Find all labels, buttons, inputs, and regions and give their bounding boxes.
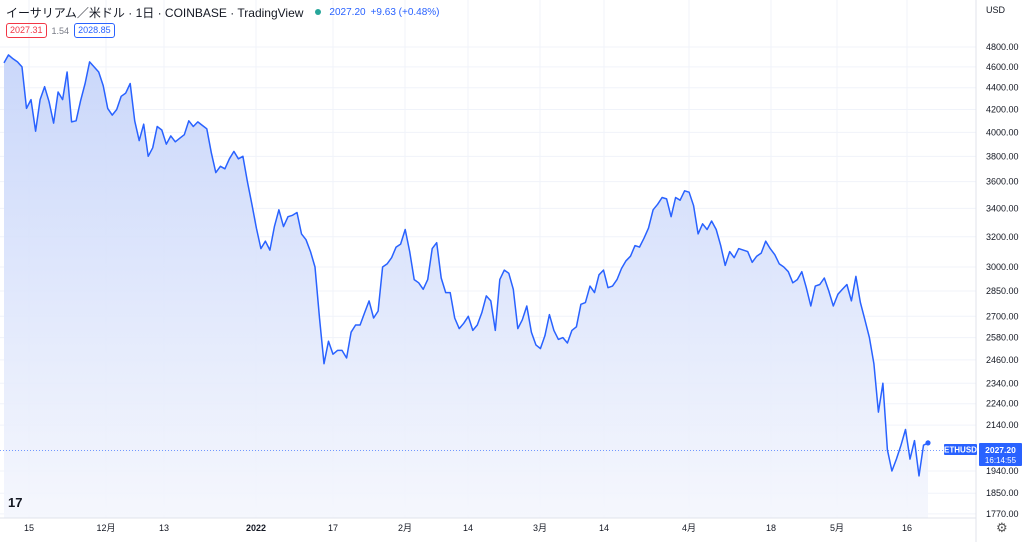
- y-tick-label: 2460.00: [986, 355, 1019, 365]
- y-tick-label: 4400.00: [986, 83, 1019, 93]
- y-tick-label: 3200.00: [986, 232, 1019, 242]
- symbol-header[interactable]: イーサリアム／米ドル · 1日 · COINBASE · TradingView…: [6, 4, 440, 20]
- y-tick-label: 4600.00: [986, 62, 1019, 72]
- x-tick-label: 15: [24, 523, 34, 533]
- y-tick-label: 3600.00: [986, 177, 1019, 187]
- x-tick-label: 2022: [246, 523, 266, 533]
- y-tick-label: 4200.00: [986, 104, 1019, 114]
- symbol-tag: ETHUSD: [944, 444, 977, 455]
- x-tick-label: 2月: [398, 523, 412, 533]
- y-tick-label: 1850.00: [986, 488, 1019, 498]
- price-line: [3, 54, 929, 477]
- price-change: +9.63 (+0.48%): [370, 6, 440, 18]
- y-tick-label: 4000.00: [986, 127, 1019, 137]
- y-tick-label: 2580.00: [986, 333, 1019, 343]
- tradingview-logo-icon[interactable]: 17: [8, 495, 23, 510]
- y-tick-label: 3000.00: [986, 262, 1019, 272]
- x-tick-label: 14: [599, 523, 609, 533]
- x-tick-label: 5月: [830, 523, 844, 533]
- price-area-fill: [4, 54, 928, 519]
- market-status-icon: [315, 9, 322, 15]
- svg-text:16:14:55: 16:14:55: [985, 456, 1017, 465]
- x-tick-label: 3月: [533, 523, 547, 533]
- spread-value: 1.54: [51, 25, 70, 36]
- y-tick-label: 1940.00: [986, 466, 1019, 476]
- y-tick-label: 3800.00: [986, 151, 1019, 161]
- y-tick-label: 2140.00: [986, 420, 1019, 430]
- currency-label: USD: [986, 5, 1006, 15]
- y-tick-label: 2850.00: [986, 286, 1019, 296]
- sell-button[interactable]: 2027.31: [6, 23, 47, 38]
- y-axis-tick-labels[interactable]: 4800.00 4600.00 4400.00 4200.00 4000.00 3800.…: [986, 42, 1019, 519]
- x-tick-label: 13: [159, 523, 169, 533]
- x-tick-label: 16: [902, 523, 912, 533]
- y-tick-label: 3400.00: [986, 203, 1019, 213]
- x-tick-label: 17: [328, 523, 338, 533]
- y-tick-label: 1770.00: [986, 509, 1019, 519]
- symbol-title[interactable]: イーサリアム／米ドル · 1日 · COINBASE · TradingView: [6, 5, 304, 20]
- y-tick-label: 2340.00: [986, 378, 1019, 388]
- price-tag: 2027.20 16:14:55: [979, 443, 1022, 466]
- y-tick-label: 4800.00: [986, 42, 1019, 52]
- x-tick-label: 4月: [682, 523, 696, 533]
- last-price-dot: [925, 440, 931, 446]
- svg-text:ETHUSD: ETHUSD: [944, 446, 977, 455]
- x-axis-tick-labels[interactable]: 15 12月 13 2022 17 2月 14 3月 14 4月 18 5月 16: [24, 523, 912, 533]
- x-tick-label: 12月: [96, 523, 115, 533]
- buy-button[interactable]: 2028.85: [74, 23, 115, 38]
- x-tick-label: 18: [766, 523, 776, 533]
- gear-icon[interactable]: ⚙: [996, 520, 1008, 535]
- y-tick-label: 2240.00: [986, 399, 1019, 409]
- y-tick-label: 2700.00: [986, 311, 1019, 321]
- trade-buttons: 2027.31 1.54 2028.85: [6, 23, 115, 38]
- x-tick-label: 14: [463, 523, 473, 533]
- last-price: 2027.20: [329, 6, 366, 18]
- svg-text:2027.20: 2027.20: [985, 445, 1016, 455]
